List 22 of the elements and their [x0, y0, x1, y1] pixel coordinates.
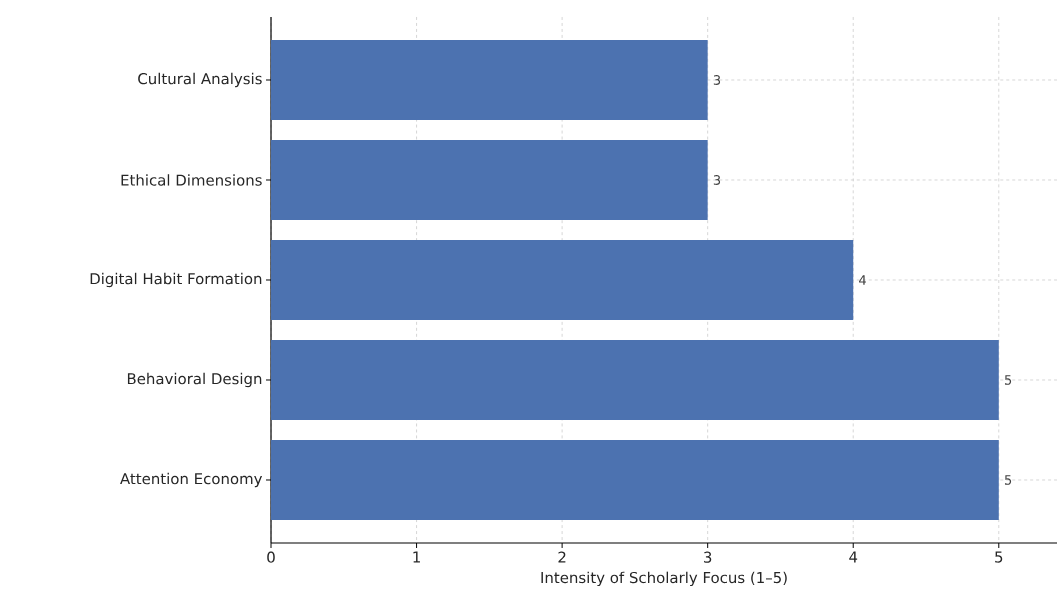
x-tick-label: 4: [849, 551, 858, 563]
bar: [271, 139, 708, 220]
data-label: 5: [1004, 475, 1012, 485]
data-label: 4: [859, 275, 866, 285]
y-tick-label: Attention Economy: [120, 472, 263, 488]
y-tick-label: Behavioral Design: [127, 372, 262, 388]
x-axis-title: Intensity of Scholarly Focus (1–5): [541, 571, 787, 587]
bar: [271, 39, 708, 120]
data-label: 3: [713, 175, 721, 185]
x-tick-label: 3: [704, 551, 712, 563]
x-tick-label: 2: [558, 551, 566, 563]
y-tick-label: Ethical Dimensions: [121, 174, 262, 186]
data-label: 5: [1004, 375, 1012, 385]
bar: [271, 239, 854, 320]
x-tick-label: 5: [995, 551, 1003, 563]
y-tick-label: Digital Habit Formation: [90, 272, 262, 288]
bar: [271, 439, 999, 520]
x-tick-label: 1: [413, 551, 420, 563]
x-tick-label: 0: [267, 551, 275, 563]
y-tick-label: Cultural Analysis: [138, 72, 262, 88]
data-label: 3: [713, 75, 721, 85]
bar: [271, 339, 999, 420]
